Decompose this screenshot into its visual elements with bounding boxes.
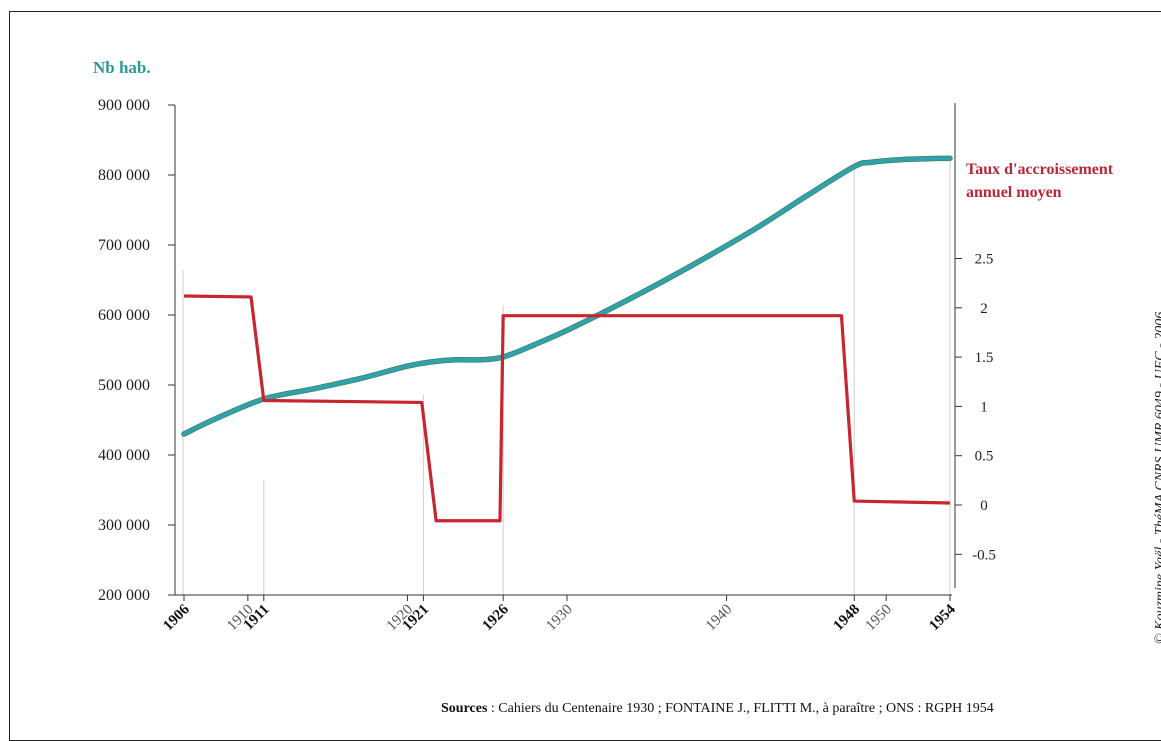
right-tick-label: 2.5 xyxy=(975,252,994,268)
left-tick-label: 700 000 xyxy=(98,237,150,254)
x-tick-label: 1948 xyxy=(831,602,864,635)
right-axis-label-line1: Taux d'accroissement xyxy=(966,161,1114,178)
left-tick-label: 500 000 xyxy=(98,377,150,394)
right-tick-label: 0 xyxy=(980,498,988,514)
credit-text: © Kouzmine Yaël - ThéMA CNRS UMR 6049 - … xyxy=(1153,311,1161,644)
x-tick-label: 1906 xyxy=(160,601,193,634)
x-tick-label: 1930 xyxy=(543,602,576,635)
sources-note: Sources : Cahiers du Centenaire 1930 ; F… xyxy=(441,701,994,717)
left-tick-label: 300 000 xyxy=(98,517,150,534)
left-tick-label: 200 000 xyxy=(98,587,150,604)
sources-text: : Cahiers du Centenaire 1930 ; FONTAINE … xyxy=(487,701,994,716)
left-axis-label: Nb hab. xyxy=(93,58,151,77)
left-axis-ticks: 900 000 800 000 700 000 600 000 500 000 400 0… xyxy=(98,97,175,604)
sources-label: Sources xyxy=(441,701,488,716)
x-tick-label: 1950 xyxy=(862,602,895,635)
x-tick-label: 1926 xyxy=(479,601,512,634)
left-tick-label: 400 000 xyxy=(98,447,150,464)
x-tick-label: 1954 xyxy=(926,601,959,634)
left-tick-label: 800 000 xyxy=(98,167,150,184)
chart-axes xyxy=(174,103,956,596)
right-axis-label: Taux d'accroissement annuel moyen xyxy=(966,158,1113,204)
right-tick-label: 2 xyxy=(980,301,988,317)
year-guide-lines xyxy=(182,158,951,595)
left-tick-label: 900 000 xyxy=(98,97,150,114)
growth-rate-line xyxy=(183,294,951,523)
x-tick-label: 1940 xyxy=(703,602,736,635)
right-tick-label: 1 xyxy=(980,399,988,415)
right-tick-label: 1.5 xyxy=(975,350,994,366)
right-tick-label: 0.5 xyxy=(975,449,994,465)
right-axis-ticks: 2.5 2 1.5 1 0.5 0 -0.5 xyxy=(955,252,996,563)
chart-series xyxy=(181,155,953,523)
population-line xyxy=(182,156,952,436)
right-axis-label-line2: annuel moyen xyxy=(966,184,1062,201)
left-tick-label: 600 000 xyxy=(98,307,150,324)
right-tick-label: -0.5 xyxy=(972,547,996,563)
